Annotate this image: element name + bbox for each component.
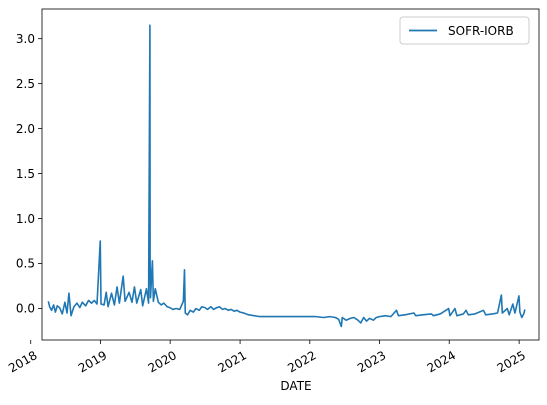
legend-label: SOFR-IORB (448, 24, 514, 38)
series-layer (47, 24, 526, 328)
y-tick-label: 2.5 (16, 77, 35, 91)
y-tick-label: 2.0 (16, 122, 35, 136)
series-line-0 (47, 24, 526, 328)
y-tick-label: 0.0 (16, 302, 35, 316)
legend: SOFR-IORB (399, 16, 530, 45)
y-tick-label: 1.5 (16, 167, 35, 181)
y-tick-label: 3.0 (16, 32, 35, 46)
legend-box (399, 16, 530, 45)
axes-frame (41, 8, 540, 341)
y-axis: 0.0 0.5 1.0 1.5 2.0 2.5 3.0 (16, 32, 42, 316)
y-tick-label: 0.5 (16, 257, 35, 271)
y-tick-label: 1.0 (16, 212, 35, 226)
x-axis-label: DATE (280, 379, 311, 393)
plot-frame (41, 8, 540, 341)
